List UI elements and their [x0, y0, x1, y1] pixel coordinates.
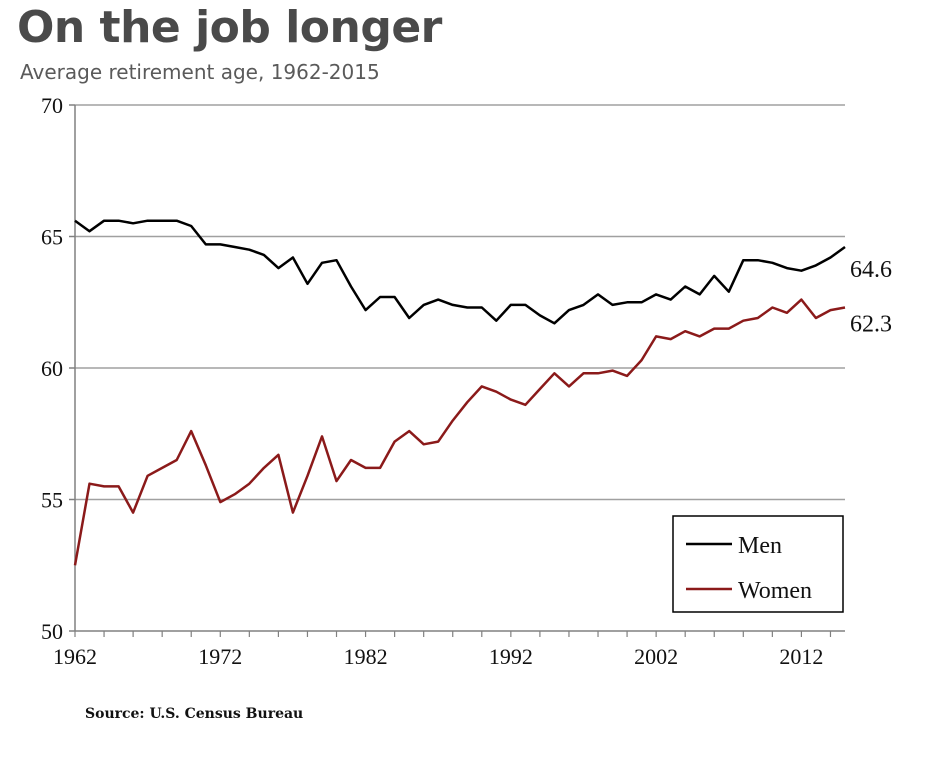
legend-label-men: Men: [738, 533, 782, 559]
gridlines: [75, 104, 845, 501]
series-lines: [73, 219, 846, 566]
legend-label-women: Women: [738, 578, 812, 604]
x-tick-label: 1972: [198, 644, 242, 669]
y-tick-label: 55: [41, 488, 63, 513]
y-axis-ticks: 50 55 60 65 70: [41, 93, 75, 644]
x-tick-label: 1962: [53, 644, 97, 669]
end-label-men: 64.6: [850, 257, 892, 283]
y-tick-label: 65: [41, 225, 63, 250]
legend-box: [672, 515, 844, 613]
x-tick-label: 1982: [344, 644, 388, 669]
series-line-men: [74, 219, 846, 325]
y-tick-label: 50: [41, 619, 63, 644]
chart-title: On the job longer: [17, 2, 442, 53]
chart-subtitle: Average retirement age, 1962-2015: [20, 60, 380, 84]
y-tick-label: 60: [41, 356, 63, 381]
x-axis-ticks: 1962 1972 1982 1992 2002 2012: [53, 631, 832, 669]
end-label-women: 62.3: [850, 312, 892, 338]
y-tick-label: 70: [41, 93, 63, 118]
x-tick-label: 1992: [489, 644, 533, 669]
x-tick-label: 2002: [634, 644, 678, 669]
source-note: Source: U.S. Census Bureau: [85, 706, 304, 722]
legend: Men Women: [672, 515, 844, 613]
end-labels: 64.6 62.3: [850, 257, 892, 337]
x-tick-label: 2012: [779, 644, 823, 669]
series-line-women: [73, 298, 846, 566]
